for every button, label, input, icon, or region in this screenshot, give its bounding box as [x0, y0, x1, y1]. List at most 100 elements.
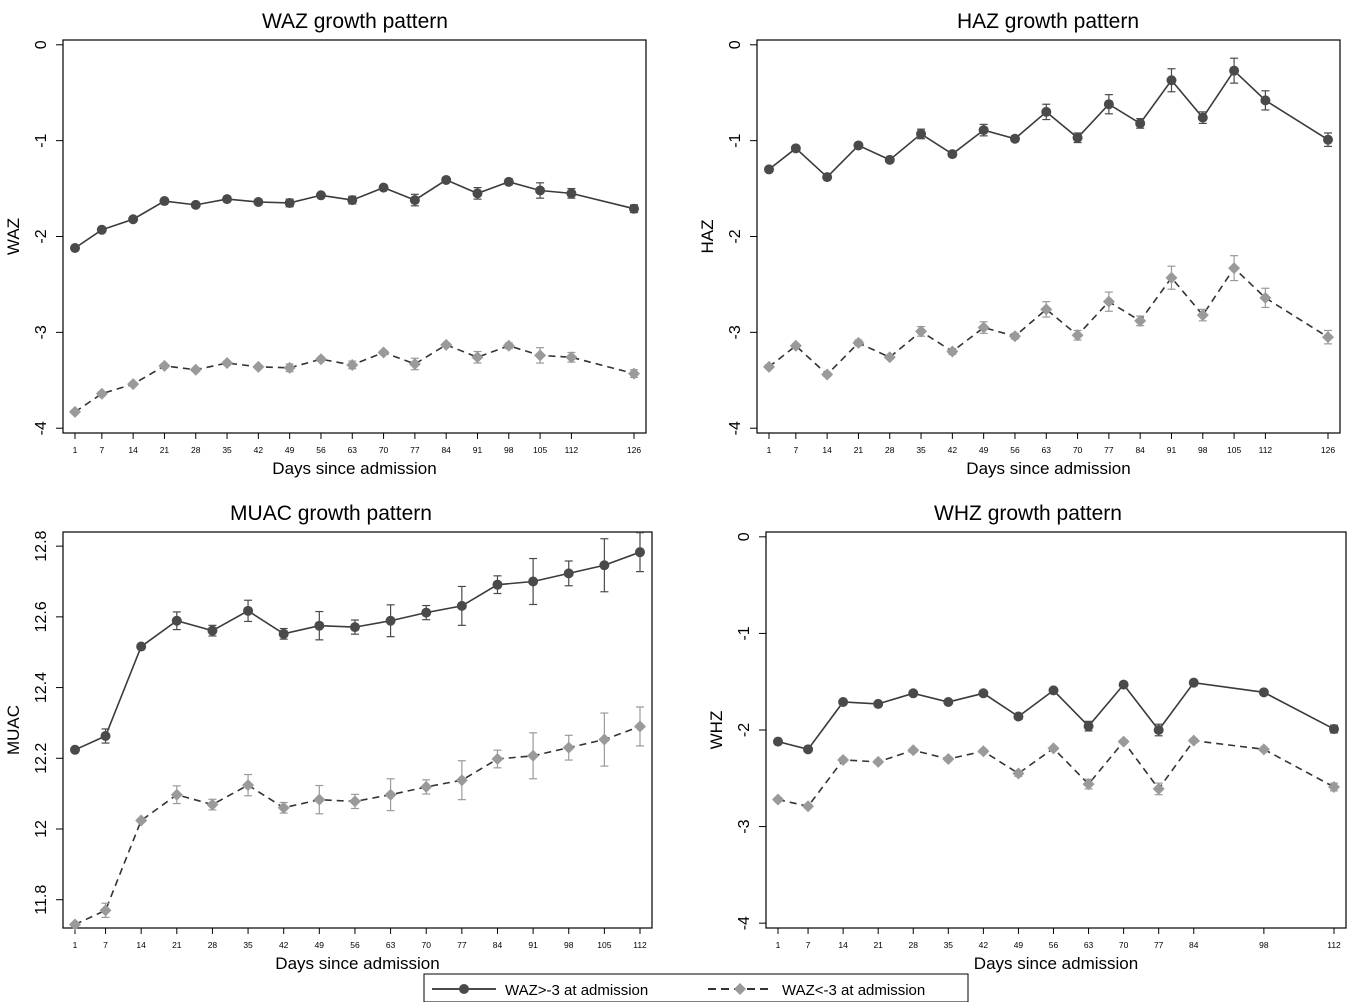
legend-label-series-b: WAZ<-3 at admission — [782, 982, 925, 999]
x-tick-label: 112 — [565, 445, 579, 455]
data-point — [127, 378, 140, 391]
y-tick-label: 0 — [736, 532, 753, 541]
data-point — [252, 360, 265, 373]
data-point — [206, 798, 219, 811]
data-point — [502, 339, 515, 352]
legend: WAZ>-3 at admission WAZ<-3 at admission — [423, 973, 969, 1002]
data-point — [822, 172, 833, 183]
x-tick-label: 56 — [1049, 940, 1059, 950]
x-tick-label: 35 — [243, 940, 253, 950]
data-point — [1117, 735, 1130, 748]
x-tick-label: 91 — [528, 940, 538, 950]
x-tick-label: 77 — [1154, 940, 1164, 950]
series-line — [74, 343, 635, 413]
data-point — [1258, 687, 1269, 698]
data-point — [221, 357, 234, 370]
data-point — [977, 745, 990, 758]
data-point — [409, 195, 420, 206]
data-point — [314, 353, 327, 366]
y-tick-label: -1 — [727, 133, 744, 147]
x-tick-label: 98 — [1259, 940, 1269, 950]
panel-muac: MUAC growth pattern Days since admission M… — [4, 502, 653, 973]
data-point — [189, 363, 202, 376]
data-point — [562, 741, 575, 754]
data-point — [440, 338, 453, 351]
x-tick-label: 7 — [793, 445, 798, 455]
x-tick-label: 21 — [172, 940, 182, 950]
data-point — [908, 688, 919, 699]
data-point — [159, 196, 170, 207]
legend-label-series-a: WAZ>-3 at admission — [505, 982, 648, 999]
data-point — [1041, 106, 1052, 117]
legend-box — [423, 973, 969, 1002]
x-tick-label: 63 — [1042, 445, 1052, 455]
data-point — [1260, 95, 1271, 106]
data-point — [634, 720, 646, 733]
data-point — [1118, 679, 1129, 690]
x-axis-label: Days since admission — [974, 954, 1138, 973]
x-tick-label: 63 — [1084, 940, 1094, 950]
x-tick-label: 56 — [1010, 445, 1020, 455]
data-point — [1009, 133, 1020, 144]
data-point — [1048, 685, 1059, 696]
data-point — [222, 194, 233, 205]
y-tick-label: 12.2 — [33, 743, 50, 774]
x-tick-label: 112 — [633, 940, 647, 950]
x-tick-label: 28 — [208, 940, 218, 950]
series-a — [70, 174, 639, 254]
data-point — [455, 774, 468, 787]
x-tick-label: 70 — [1073, 445, 1083, 455]
data-point — [171, 615, 182, 626]
y-tick-label: -3 — [33, 325, 50, 339]
y-axis-label: HAZ — [698, 220, 717, 254]
data-point — [491, 752, 504, 765]
data-point — [377, 346, 390, 359]
x-tick-label: 70 — [421, 940, 431, 950]
y-axis-label: WAZ — [4, 218, 23, 255]
x-tick-label: 7 — [99, 445, 104, 455]
data-point — [348, 795, 361, 808]
data-point — [1165, 271, 1178, 284]
y-tick-label: 11.8 — [33, 885, 50, 915]
data-point — [1229, 65, 1240, 76]
data-point — [1102, 295, 1115, 308]
x-tick-label: 21 — [854, 445, 864, 455]
data-point — [534, 349, 547, 362]
x-axis-label: Days since admission — [272, 459, 436, 478]
data-point — [135, 814, 148, 827]
panel-title: WHZ growth pattern — [934, 502, 1122, 525]
x-tick-label: 49 — [1014, 940, 1024, 950]
data-point — [136, 641, 147, 652]
panel-title: MUAC growth pattern — [230, 502, 432, 525]
data-point — [883, 351, 896, 364]
data-point — [170, 788, 183, 801]
data-point — [1257, 743, 1270, 756]
x-tick-label: 98 — [1198, 445, 1208, 455]
data-point — [978, 125, 989, 136]
x-tick-label: 105 — [1227, 445, 1241, 455]
data-point — [821, 368, 834, 381]
data-point — [884, 154, 895, 165]
x-tick-label: 21 — [160, 445, 170, 455]
data-point — [278, 628, 289, 639]
data-point — [349, 622, 360, 633]
x-tick-label: 105 — [597, 940, 611, 950]
series-a — [70, 532, 645, 755]
data-point — [599, 560, 610, 571]
data-point — [1040, 303, 1053, 316]
data-point — [420, 780, 433, 793]
x-tick-label: 98 — [564, 940, 574, 950]
data-point — [528, 576, 539, 587]
data-point — [1047, 742, 1060, 755]
data-point — [277, 801, 290, 814]
y-tick-label: 12.4 — [33, 672, 50, 703]
series-line — [74, 551, 641, 751]
data-point — [1103, 99, 1114, 110]
data-point — [763, 360, 775, 373]
data-point — [158, 359, 171, 372]
data-point — [535, 185, 546, 196]
data-point — [95, 387, 108, 400]
data-point — [946, 345, 959, 358]
data-point — [346, 358, 359, 371]
